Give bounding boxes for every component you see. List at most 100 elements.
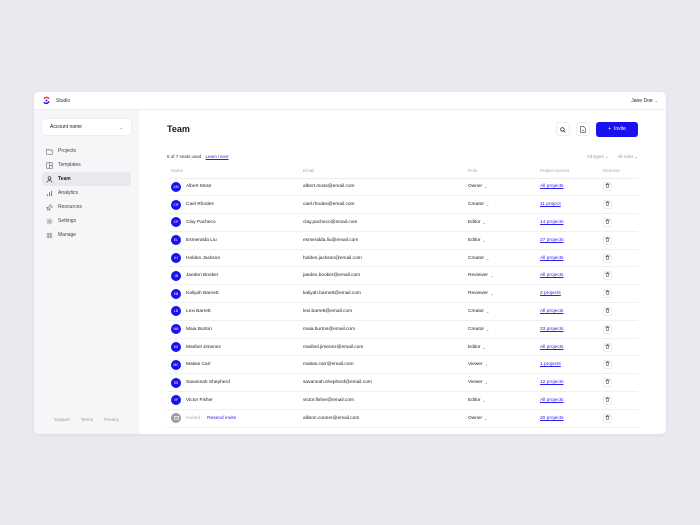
table-row: AM Albert Moss albert.moss@email.com Owne… — [167, 178, 638, 197]
sidebar-item-resources[interactable]: Resources — [42, 200, 131, 214]
role-value: Owner — [468, 184, 483, 190]
sidebar-item-manage[interactable]: Manage — [42, 228, 131, 242]
chevron-down-icon: ⌄ — [486, 202, 490, 208]
table-row-invited: Invited Resend invite allison.conner@emai… — [167, 409, 638, 428]
remove-button[interactable] — [603, 289, 612, 299]
project-access-link[interactable]: All projects — [540, 308, 564, 314]
table-header: Name Email Role Project access Remove — [167, 164, 638, 179]
project-access-link[interactable]: All projects — [540, 255, 564, 261]
member-name: Albert Moss — [186, 184, 212, 190]
chevron-down-icon: ⌄ — [486, 326, 490, 332]
role-select[interactable]: Viewer ⌄ — [468, 362, 540, 367]
member-name: Maia Burton — [186, 326, 212, 332]
role-select[interactable]: Creator ⌄ — [468, 202, 540, 207]
learn-more-link[interactable]: Learn more — [205, 153, 229, 159]
member-email: lexi.barrett@email.com — [303, 302, 468, 321]
trash-icon — [605, 379, 610, 386]
project-access-link[interactable]: 20 projects — [540, 415, 564, 421]
avatar: CP — [171, 217, 181, 228]
search-button[interactable] — [556, 122, 570, 136]
chevron-down-icon: ⌄ — [482, 397, 486, 403]
role-select[interactable]: Editor ⌄ — [468, 345, 540, 350]
role-select[interactable]: Owner ⌄ — [468, 184, 540, 189]
sidebar-item-analytics[interactable]: Analytics — [42, 186, 131, 200]
project-access-link[interactable]: All projects — [540, 273, 564, 279]
remove-button[interactable] — [603, 342, 612, 352]
trash-icon — [605, 201, 610, 208]
sidebar-item-settings[interactable]: Settings — [42, 214, 131, 228]
role-select[interactable]: Creator ⌄ — [468, 327, 540, 332]
role-select[interactable]: Owner ⌄ — [468, 416, 540, 421]
project-access-link[interactable]: 2 projects — [540, 291, 561, 297]
member-name: Victor Fisher — [186, 397, 213, 403]
remove-button[interactable] — [603, 200, 612, 210]
remove-button[interactable] — [603, 378, 612, 388]
invite-button[interactable]: + Invite — [596, 121, 638, 137]
member-name: Maribel Jimenez — [186, 344, 221, 350]
chevron-down-icon: ⌄ — [486, 255, 490, 261]
project-access-link[interactable]: All projects — [540, 184, 564, 190]
sidebar-item-projects[interactable]: Projects — [42, 144, 131, 158]
remove-button[interactable] — [603, 395, 612, 405]
role-value: Creator — [468, 202, 484, 208]
column-name: Name — [167, 164, 303, 179]
terms-link[interactable]: Terms — [80, 417, 94, 422]
brand-name: Studio — [56, 97, 71, 104]
remove-button[interactable] — [603, 182, 612, 192]
export-csv-button[interactable] — [576, 122, 590, 136]
support-link[interactable]: Support — [54, 417, 70, 422]
role-select[interactable]: Creator ⌄ — [468, 256, 540, 261]
project-access-link[interactable]: All projects — [540, 344, 564, 350]
role-filter[interactable]: All roles ⌄ — [617, 154, 638, 159]
member-name: Lexi Barrett — [186, 308, 211, 314]
member-email: cael.rhodes@email.com — [303, 195, 468, 215]
studio-logo-icon — [42, 92, 51, 110]
user-menu[interactable]: Jane Doe ⌄ — [631, 98, 658, 104]
role-select[interactable]: Reviewer ⌄ — [468, 273, 540, 278]
avatar: MC — [171, 359, 181, 370]
remove-button[interactable] — [603, 324, 612, 334]
project-access-link[interactable]: All projects — [540, 397, 564, 403]
project-access-link[interactable]: 33 projects — [540, 326, 564, 332]
account-select[interactable]: Account name ⌄ — [42, 119, 131, 135]
role-select[interactable]: Editor ⌄ — [468, 398, 540, 403]
project-access-link[interactable]: 1 projects — [540, 362, 561, 368]
type-filter-label: All types — [586, 153, 604, 159]
remove-button[interactable] — [603, 235, 612, 245]
gear-icon — [46, 218, 53, 225]
role-select[interactable]: Creator ⌄ — [468, 309, 540, 314]
table-row: HJ Holden Jackson holden.jackson@email.co… — [167, 249, 638, 268]
sidebar-item-templates[interactable]: Templates — [42, 158, 131, 172]
remove-button[interactable] — [603, 271, 612, 281]
role-value: Editor — [468, 237, 481, 243]
sidebar-item-team[interactable]: Team — [42, 172, 131, 186]
member-email: holden.jackson@email.com — [303, 249, 468, 268]
brand[interactable]: Studio — [42, 92, 70, 110]
remove-button[interactable] — [603, 306, 612, 316]
role-select[interactable]: Editor ⌄ — [468, 238, 540, 243]
resend-invite-link[interactable]: Resend invite — [207, 415, 237, 421]
role-select[interactable]: Viewer ⌄ — [468, 380, 540, 385]
chevron-down-icon: ⌄ — [654, 98, 658, 103]
role-select[interactable]: Editor ⌄ — [468, 220, 540, 225]
privacy-link[interactable]: Privacy — [104, 417, 119, 422]
remove-button[interactable] — [603, 413, 612, 423]
avatar: CR — [171, 199, 181, 210]
trash-icon — [605, 415, 610, 422]
table-row: VF Victor Fisher victor.fisher@email.com … — [167, 391, 638, 410]
member-name: Cael Rhodes — [186, 202, 214, 208]
sidebar-nav: Projects Templates Team Analytics Resour… — [42, 144, 131, 242]
type-filter[interactable]: All types ⌄ — [587, 154, 609, 159]
seats-used: 6 of 7 seats used — [167, 153, 202, 159]
chart-icon — [46, 190, 53, 197]
project-access-link[interactable]: 27 projects — [540, 237, 564, 243]
project-access-link[interactable]: 11 project — [540, 202, 561, 208]
role-value: Creator — [468, 255, 484, 261]
remove-button[interactable] — [603, 360, 612, 370]
role-select[interactable]: Reviewer ⌄ — [468, 291, 540, 296]
chevron-down-icon: ⌄ — [482, 237, 486, 243]
project-access-link[interactable]: 14 projects — [540, 219, 564, 225]
remove-button[interactable] — [603, 217, 612, 227]
remove-button[interactable] — [603, 253, 612, 263]
project-access-link[interactable]: 12 projects — [540, 380, 564, 386]
